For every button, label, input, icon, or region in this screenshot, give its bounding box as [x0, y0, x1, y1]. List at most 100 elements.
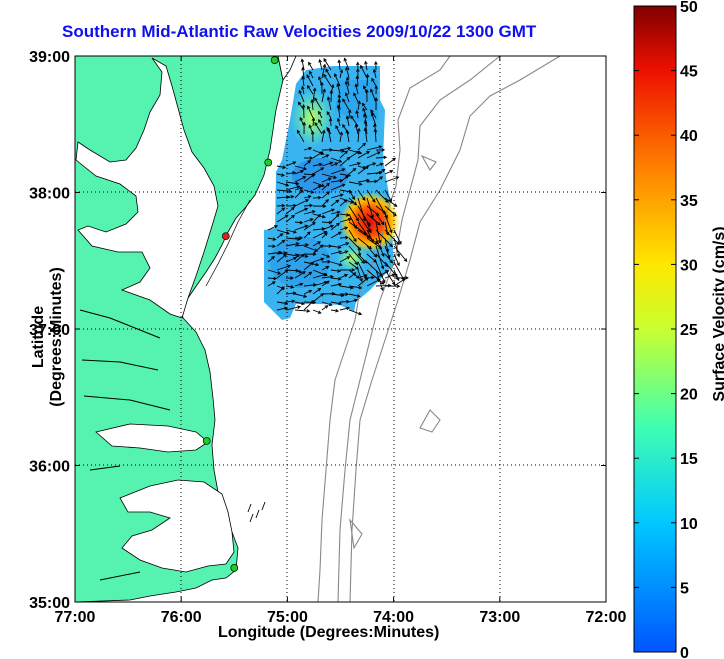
velocity-arrow-head — [355, 217, 359, 222]
x-tick-label: 77:00 — [55, 609, 96, 626]
velocity-arrow — [345, 92, 350, 103]
velocity-arrow-head — [389, 243, 394, 248]
velocity-arrow-head — [362, 85, 367, 90]
velocity-arrow-head — [310, 190, 315, 194]
velocity-arrow — [321, 266, 329, 271]
velocity-arrow-head — [295, 268, 300, 273]
velocity-arrow — [339, 218, 352, 223]
y-tick-label: 35:00 — [29, 595, 70, 612]
velocity-arrow — [276, 286, 285, 295]
velocity-arrow-head — [281, 207, 286, 211]
velocity-arrow-head — [292, 161, 297, 165]
velocity-arrow — [321, 208, 335, 215]
velocity-arrow-head — [325, 199, 330, 203]
velocity-arrow — [312, 309, 322, 314]
velocity-arrow — [330, 149, 345, 152]
velocity-arrow — [330, 245, 341, 248]
velocity-arrow-head — [324, 305, 329, 309]
velocity-arrow-head — [345, 115, 350, 120]
velocity-arrow — [321, 89, 326, 103]
velocity-arrow — [393, 261, 405, 281]
velocity-arrow-head — [389, 259, 393, 264]
velocity-arrow-head — [297, 305, 302, 309]
velocity-arrow — [276, 254, 287, 263]
velocity-arrow — [357, 151, 370, 159]
velocity-arrow — [356, 76, 359, 87]
velocity-arrow-head — [302, 176, 307, 180]
velocity-arrow — [276, 173, 285, 177]
velocity-arrow — [348, 261, 359, 270]
velocity-arrow-head — [345, 235, 349, 240]
velocity-arrow-head — [379, 162, 384, 167]
velocity-arrow-head — [312, 221, 316, 226]
velocity-arrow — [339, 307, 350, 311]
velocity-arrow-head — [366, 178, 370, 183]
velocity-arrow — [337, 118, 341, 127]
velocity-arrow-head — [337, 98, 342, 103]
velocity-arrow — [294, 221, 303, 224]
velocity-arrow-head — [391, 273, 396, 277]
velocity-arrow-head — [308, 124, 313, 129]
velocity-arrow-head — [311, 173, 315, 178]
velocity-arrow — [303, 147, 312, 151]
velocity-arrow-head — [373, 128, 378, 133]
velocity-arrow-head — [366, 151, 371, 155]
x-axis-label: Longitude (Degrees:Minutes) — [218, 624, 440, 641]
velocity-arrow-head — [284, 214, 289, 219]
velocity-arrow-head — [318, 118, 322, 123]
velocity-arrow — [357, 179, 370, 183]
radar-station-marker — [202, 437, 211, 445]
velocity-arrow — [348, 181, 362, 185]
velocity-arrow — [330, 301, 342, 305]
velocity-arrow-head — [317, 195, 322, 200]
velocity-arrow — [303, 261, 314, 271]
velocity-arrow — [364, 120, 368, 135]
velocity-arrow — [276, 233, 283, 239]
velocity-arrow — [330, 231, 342, 239]
velocity-arrow — [348, 189, 355, 200]
velocity-arrow-head — [293, 256, 298, 261]
velocity-arrow — [321, 183, 330, 191]
velocity-arrow — [330, 184, 345, 191]
velocity-arrow-head — [384, 214, 388, 219]
velocity-arrow — [366, 229, 374, 243]
velocity-arrow-head — [355, 61, 360, 66]
velocity-arrow — [366, 146, 382, 151]
velocity-arrow-head — [372, 68, 377, 73]
velocity-arrow-head — [336, 82, 340, 87]
x-tick-label: 73:00 — [479, 609, 520, 626]
velocity-arrow-head — [363, 274, 368, 278]
velocity-arrow — [267, 277, 277, 280]
velocity-arrow — [375, 205, 386, 214]
velocity-arrow-head — [370, 109, 374, 114]
velocity-arrow-head — [383, 155, 388, 160]
velocity-arrow-head — [337, 245, 342, 249]
velocity-arrow-head — [363, 113, 367, 118]
velocity-arrow-head — [352, 167, 357, 172]
velocity-arrow-head — [327, 259, 332, 264]
velocity-arrow-head — [321, 183, 326, 187]
velocity-arrow — [330, 157, 342, 163]
velocity-arrow-head — [344, 226, 349, 230]
velocity-arrow — [312, 281, 327, 287]
velocity-arrow-head — [354, 123, 359, 128]
y-axis-label: Latitude (Degrees:Minutes) — [30, 267, 65, 407]
velocity-arrow-head — [309, 218, 314, 222]
velocity-arrow-head — [344, 80, 349, 85]
velocity-arrow-head — [377, 239, 382, 244]
velocity-arrow — [355, 124, 359, 135]
velocity-arrow — [393, 278, 406, 287]
velocity-arrow-head — [352, 272, 357, 276]
velocity-arrow-head — [281, 203, 286, 208]
velocity-arrow-head — [334, 162, 339, 166]
velocity-arrow-head — [374, 85, 379, 89]
colorbar-tick-label: 5 — [680, 580, 689, 597]
velocity-arrow-head — [320, 293, 325, 297]
velocity-arrow — [337, 83, 341, 95]
velocity-arrow — [337, 105, 341, 119]
velocity-arrow-head — [355, 266, 360, 270]
velocity-arrow-head — [329, 161, 334, 166]
velocity-arrow — [366, 221, 372, 233]
velocity-arrow — [357, 221, 370, 239]
velocity-arrow — [366, 189, 376, 203]
